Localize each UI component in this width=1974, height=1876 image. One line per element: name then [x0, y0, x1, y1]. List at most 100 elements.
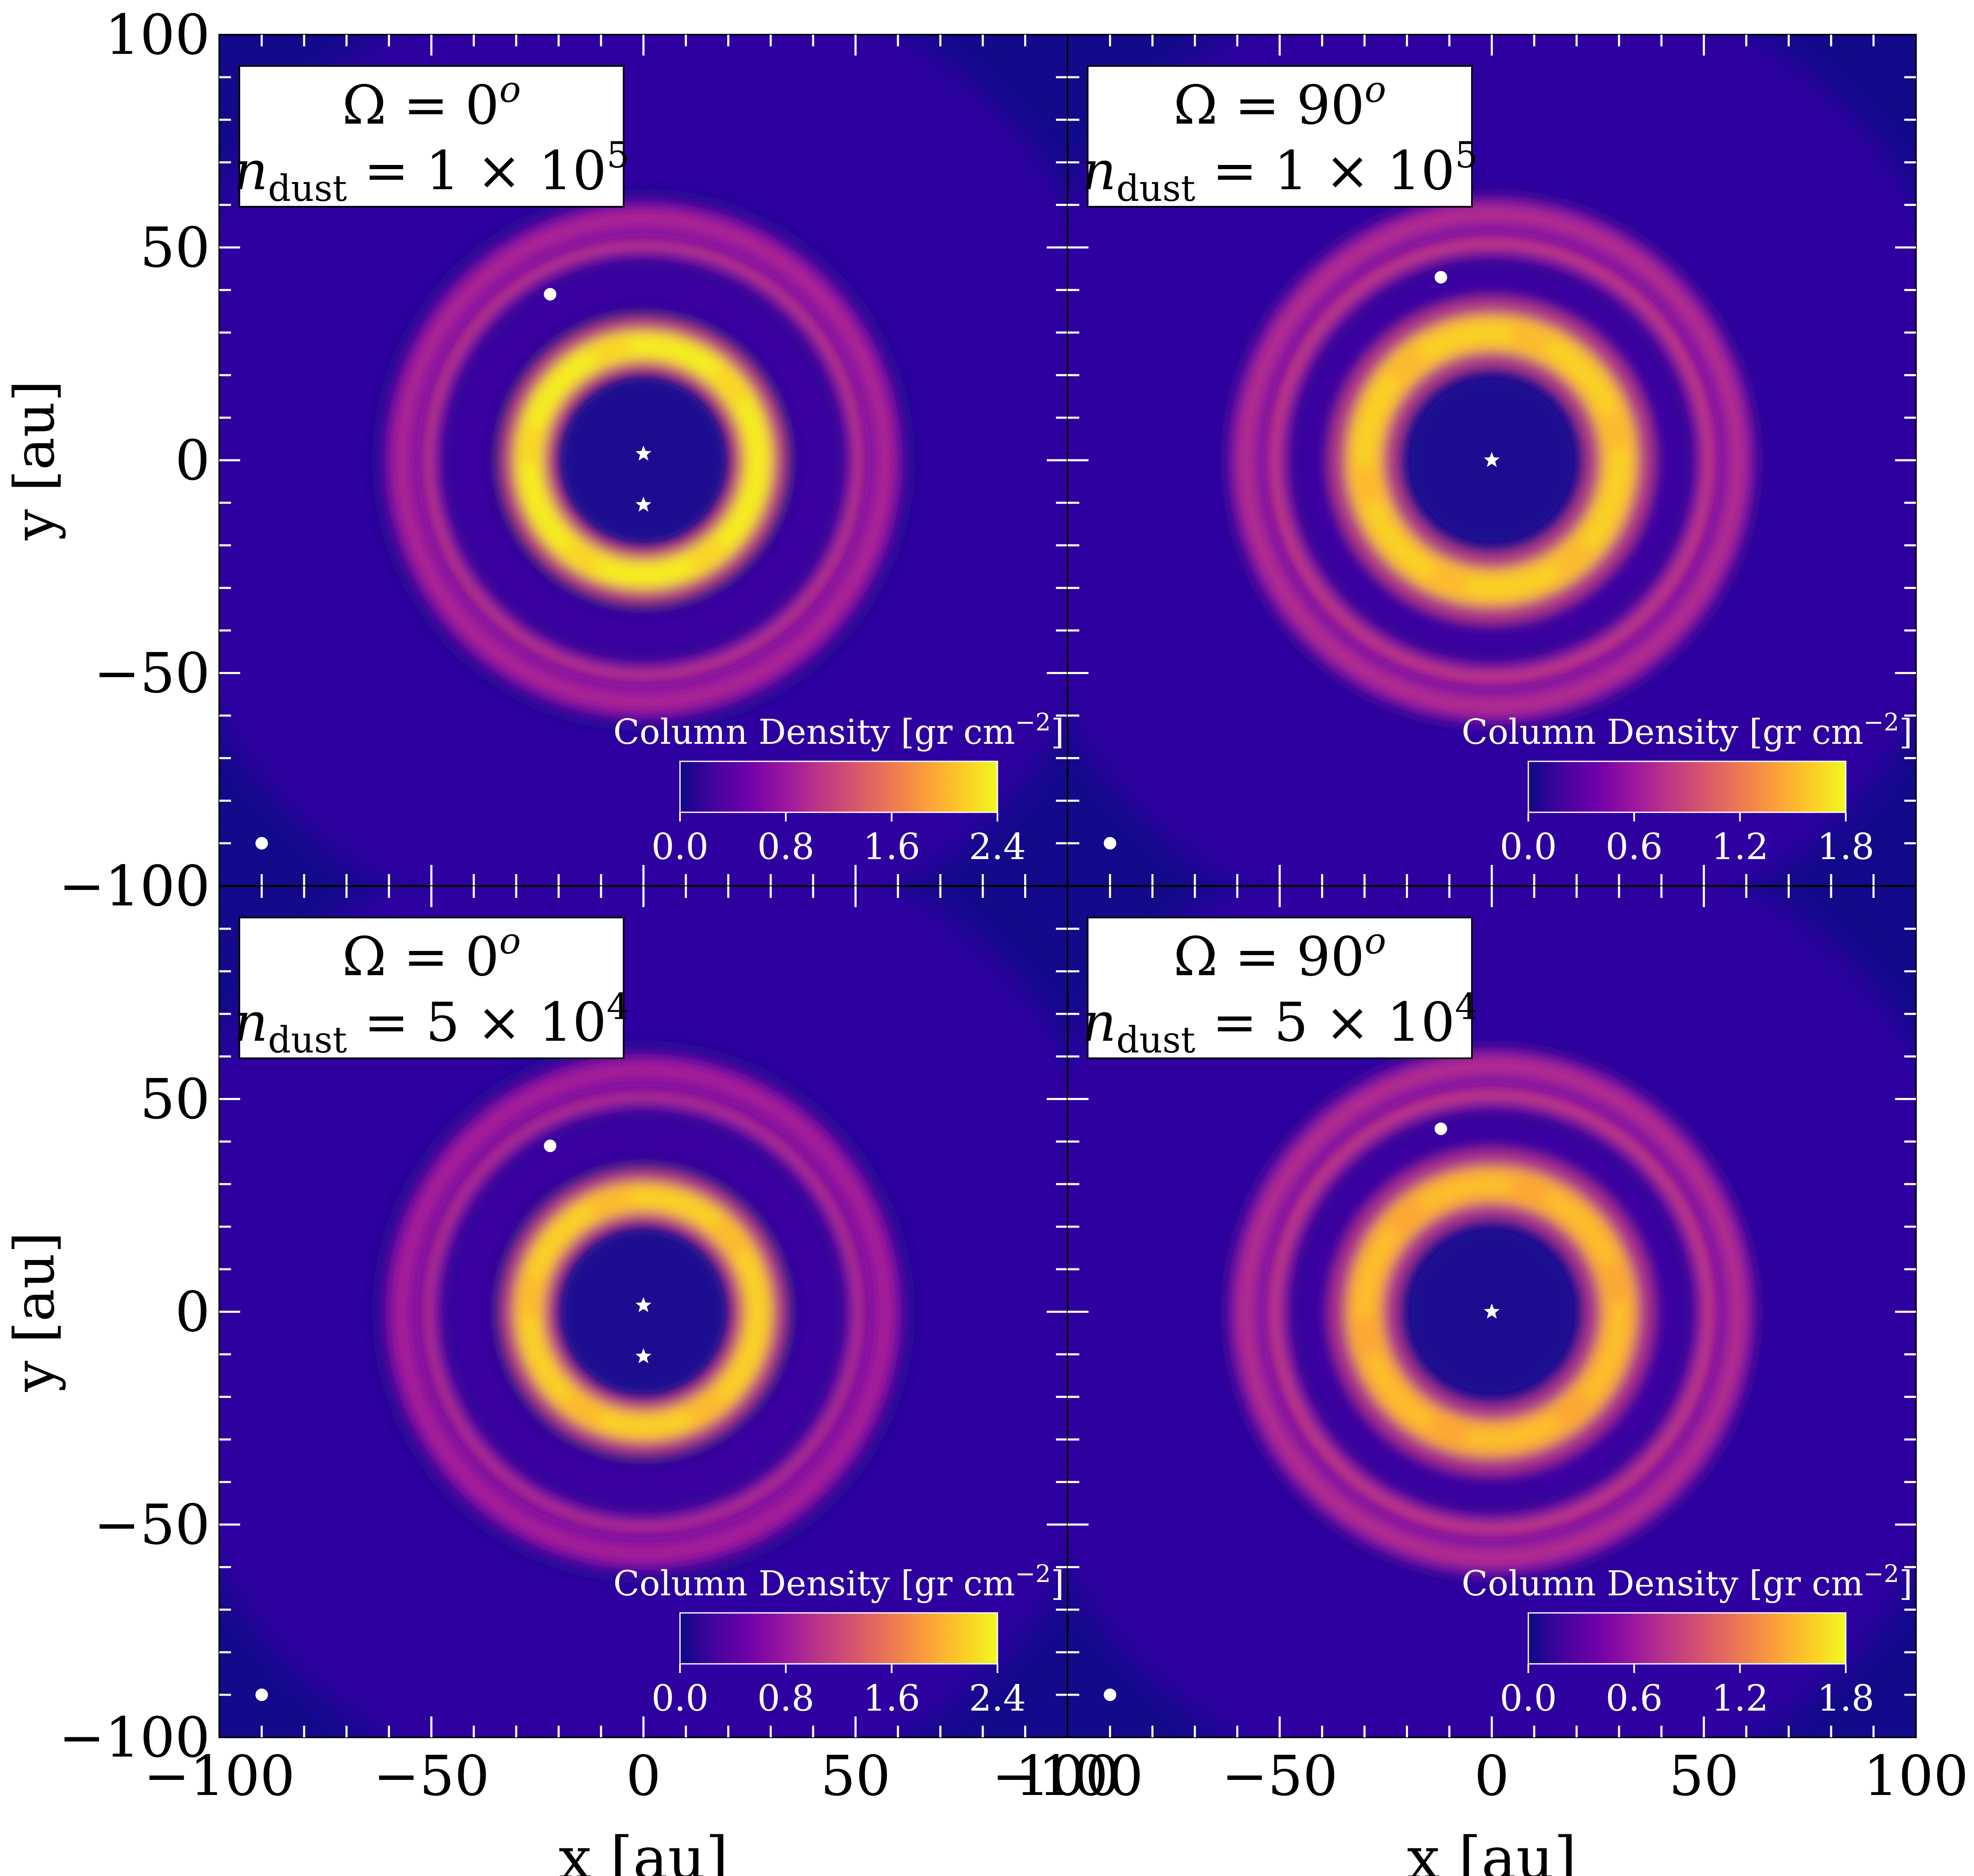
- ndust-exponent: 4: [1455, 986, 1478, 1028]
- omega-label: Ω = 0o: [342, 69, 521, 137]
- star-icon: [635, 1348, 652, 1364]
- colorbar-tick-label: 1.8: [1817, 1678, 1875, 1719]
- colorbar-tick-label: 1.6: [863, 1678, 920, 1719]
- star-icon: [1484, 1303, 1500, 1319]
- ndust-exponent: 4: [606, 986, 629, 1028]
- omega-superscript: o: [499, 69, 521, 111]
- colorbar-gradient: [679, 761, 998, 813]
- ndust-label: ndust = 1 × 105: [233, 134, 629, 210]
- star-icon: [635, 1297, 652, 1312]
- omega-label: Ω = 90o: [1173, 920, 1386, 988]
- beam-marker: [1104, 1688, 1116, 1701]
- colorbar: Column Density [gr cm−2] 0.0 0.8 1.6 2.4: [613, 1559, 1064, 1719]
- omega-value: Ω = 90: [1173, 74, 1365, 137]
- x-tick-label: −50: [1221, 1744, 1338, 1808]
- y-tick-label: 100: [105, 3, 210, 67]
- colorbar-tick-label: 0.8: [757, 826, 814, 868]
- y-tick-label: 0: [175, 1280, 210, 1344]
- colorbar-gradient: [1527, 761, 1847, 813]
- colorbar-tick-label: 0.8: [757, 1678, 814, 1719]
- ndust-subscript: dust: [268, 168, 347, 210]
- ndust-symbol: n: [233, 991, 268, 1054]
- annotation-box: [239, 917, 624, 1059]
- annotation-box: [1087, 917, 1473, 1059]
- ring-0: [497, 1165, 790, 1458]
- planet-marker: [1434, 271, 1447, 284]
- y-tick-label: 50: [140, 216, 210, 280]
- x-tick-label: 100: [1863, 1744, 1969, 1808]
- star-icon: [635, 445, 652, 461]
- y-axis-label: y [au]: [3, 380, 67, 540]
- ndust-exponent: 5: [1455, 134, 1478, 176]
- y-tick-label: −100: [58, 1706, 210, 1770]
- y-tick-label: −50: [94, 1493, 210, 1557]
- y-tick-label: −100: [58, 854, 210, 918]
- colorbar-tick-label: 0.6: [1606, 1678, 1663, 1719]
- ticks: [219, 35, 1068, 886]
- ndust-symbol: n: [1082, 140, 1116, 202]
- y-tick-label: 50: [140, 1067, 210, 1132]
- omega-superscript: o: [1365, 920, 1386, 962]
- x-tick-label: 0: [1474, 1744, 1510, 1808]
- colorbar: Column Density [gr cm−2] 0.0 0.6 1.2 1.8: [1461, 1559, 1912, 1719]
- ndust-value: = 1 × 10: [347, 140, 607, 202]
- y-axis-label: y [au]: [3, 1232, 67, 1392]
- x-tick-label: 50: [820, 1744, 891, 1808]
- omega-superscript: o: [1365, 69, 1386, 111]
- colorbar-tick-label: 0.0: [1500, 1678, 1557, 1719]
- planet-marker: [544, 1139, 557, 1152]
- ring-0: [1326, 294, 1657, 626]
- omega-value: Ω = 0: [342, 74, 499, 137]
- colorbar-tick-label: 0.0: [652, 1678, 709, 1719]
- omega-label: Ω = 90o: [1173, 69, 1386, 137]
- colorbar: Column Density [gr cm−2] 0.0 0.6 1.2 1.8: [1461, 708, 1912, 868]
- ndust-subscript: dust: [1116, 1019, 1195, 1061]
- x-tick-label: 0: [626, 1744, 661, 1808]
- ring-2: [1224, 1044, 1759, 1579]
- ring-2: [380, 197, 907, 723]
- ndust-value: = 5 × 10: [347, 991, 607, 1054]
- x-axis-label: x [au]: [558, 1825, 728, 1876]
- annotation-box: [239, 65, 624, 208]
- ndust-label: ndust = 5 × 104: [1082, 986, 1478, 1061]
- y-tick-label: −50: [94, 641, 210, 706]
- central-cavity: [563, 380, 724, 541]
- x-tick-label: −50: [373, 1744, 490, 1808]
- ndust-symbol: n: [1082, 991, 1116, 1054]
- colorbar-tick-label: 0.6: [1606, 826, 1663, 868]
- colorbar-tick-label: 2.4: [969, 1678, 1026, 1719]
- ndust-value: = 5 × 10: [1195, 991, 1455, 1054]
- y-tick-label: 0: [175, 428, 210, 493]
- colorbar-gradient: [679, 1612, 998, 1665]
- ndust-label: ndust = 5 × 104: [233, 986, 629, 1061]
- colorbar-label: Column Density [gr cm−2]: [1461, 708, 1912, 752]
- colorbar-tick-label: 1.2: [1711, 1678, 1768, 1719]
- central-cavity: [563, 1231, 724, 1392]
- ndust-subscript: dust: [268, 1019, 347, 1061]
- colorbar-tick-label: 2.4: [969, 826, 1026, 868]
- colorbar: Column Density [gr cm−2] 0.0 0.8 1.6 2.4: [613, 708, 1064, 868]
- beam-marker: [1104, 837, 1116, 850]
- colorbar-label: Column Density [gr cm−2]: [613, 708, 1064, 752]
- colorbar-label: Column Density [gr cm−2]: [1461, 1559, 1912, 1604]
- ticks: [1068, 886, 1916, 1737]
- ndust-exponent: 5: [606, 134, 629, 176]
- colorbar-tick-label: 0.0: [652, 826, 709, 868]
- colorbar-tick-label: 1.8: [1817, 826, 1875, 868]
- ring-1: [1250, 1070, 1734, 1554]
- x-tick-label: −100: [144, 1744, 295, 1808]
- beam-marker: [255, 1688, 268, 1701]
- omega-value: Ω = 0: [342, 926, 499, 988]
- axis-labels: y [au] y [au] x [au] x [au]: [3, 380, 1577, 1876]
- ticks: [1068, 35, 1916, 886]
- annotation-box: [1087, 65, 1473, 208]
- colorbar-tick-label: 0.0: [1500, 826, 1557, 868]
- colorbar-tick-label: 1.2: [1711, 826, 1768, 868]
- x-tick-label: −100: [992, 1744, 1144, 1808]
- y-tick-label: 100: [105, 854, 210, 919]
- planet-marker: [1434, 1122, 1447, 1135]
